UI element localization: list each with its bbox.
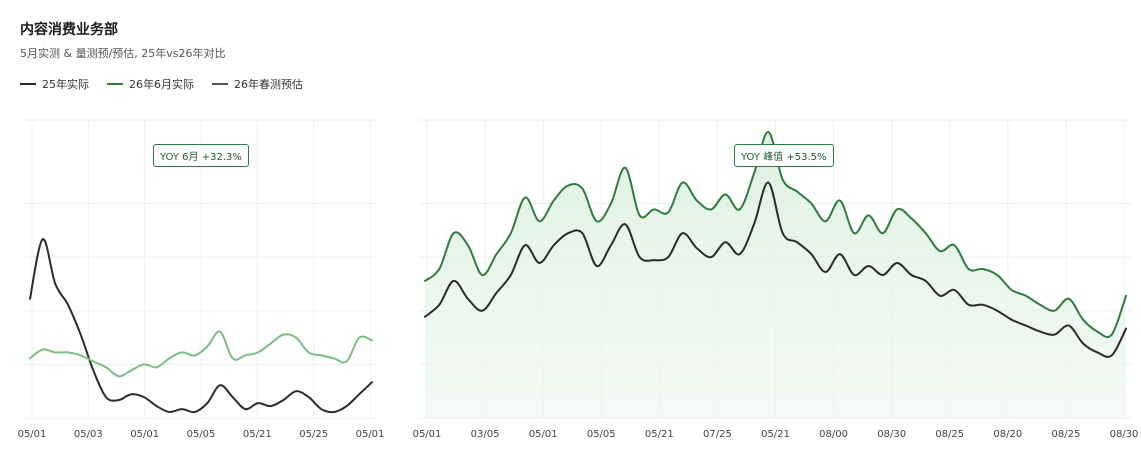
legend: 25年实际 26年6月实际 26年春测预估	[20, 76, 303, 92]
x-tick-label: 05/05	[187, 429, 216, 440]
x-tick-label: 03/05	[471, 429, 500, 440]
x-tick-label: 05/05	[587, 429, 616, 440]
x-axis-ticks: 05/01 05/03 05/01 05/05 05/21 05/25 05/01 05/01…	[18, 429, 1139, 440]
x-tick-label: 05/01	[413, 429, 442, 440]
chart-title: 内容消费业务部	[20, 22, 118, 38]
legend-item-26-spring-forecast[interactable]: 26年春测预估	[212, 76, 303, 92]
x-tick-label: 05/01	[356, 429, 385, 440]
x-tick-label: 05/01	[18, 429, 47, 440]
area-fill	[425, 131, 1126, 418]
x-tick-label: 05/25	[299, 429, 328, 440]
x-tick-label: 08/25	[935, 429, 964, 440]
x-tick-label: 05/01	[529, 429, 558, 440]
series-line-left-0[interactable]	[29, 238, 373, 414]
x-tick-label: 05/21	[243, 429, 272, 440]
x-tick-label: 05/21	[645, 429, 674, 440]
x-tick-label: 08/30	[1110, 429, 1139, 440]
legend-label: 26年春测预估	[234, 78, 303, 91]
series-line-left-1[interactable]	[29, 330, 373, 378]
x-tick-label: 08/30	[877, 429, 906, 440]
area-fills	[425, 131, 1126, 418]
x-tick-label: 05/01	[130, 429, 159, 440]
x-tick-label: 08/20	[993, 429, 1022, 440]
legend-label: 26年6月实际	[129, 78, 194, 91]
legend-swatch-icon	[20, 83, 36, 85]
legend-swatch-icon	[107, 83, 123, 85]
x-tick-label: 08/00	[819, 429, 848, 440]
legend-item-26-june-actual[interactable]: 26年6月实际	[107, 76, 194, 92]
legend-swatch-icon	[212, 83, 228, 85]
series-line-right-1[interactable]	[424, 181, 1127, 358]
yoy-peak-callout: YOY 峰值 +53.5%	[734, 144, 834, 167]
x-tick-label: 08/25	[1052, 429, 1081, 440]
x-tick-label: 05/03	[74, 429, 103, 440]
legend-label: 25年实际	[42, 78, 89, 91]
yoy-june-callout: YOY 6月 +32.3%	[153, 144, 249, 167]
x-tick-label: 07/25	[703, 429, 732, 440]
legend-item-25-actual[interactable]: 25年实际	[20, 76, 89, 92]
chart-subtitle: 5月实测 & 量测预/预估, 25年vs26年对比	[20, 47, 226, 60]
x-tick-label: 05/21	[761, 429, 790, 440]
